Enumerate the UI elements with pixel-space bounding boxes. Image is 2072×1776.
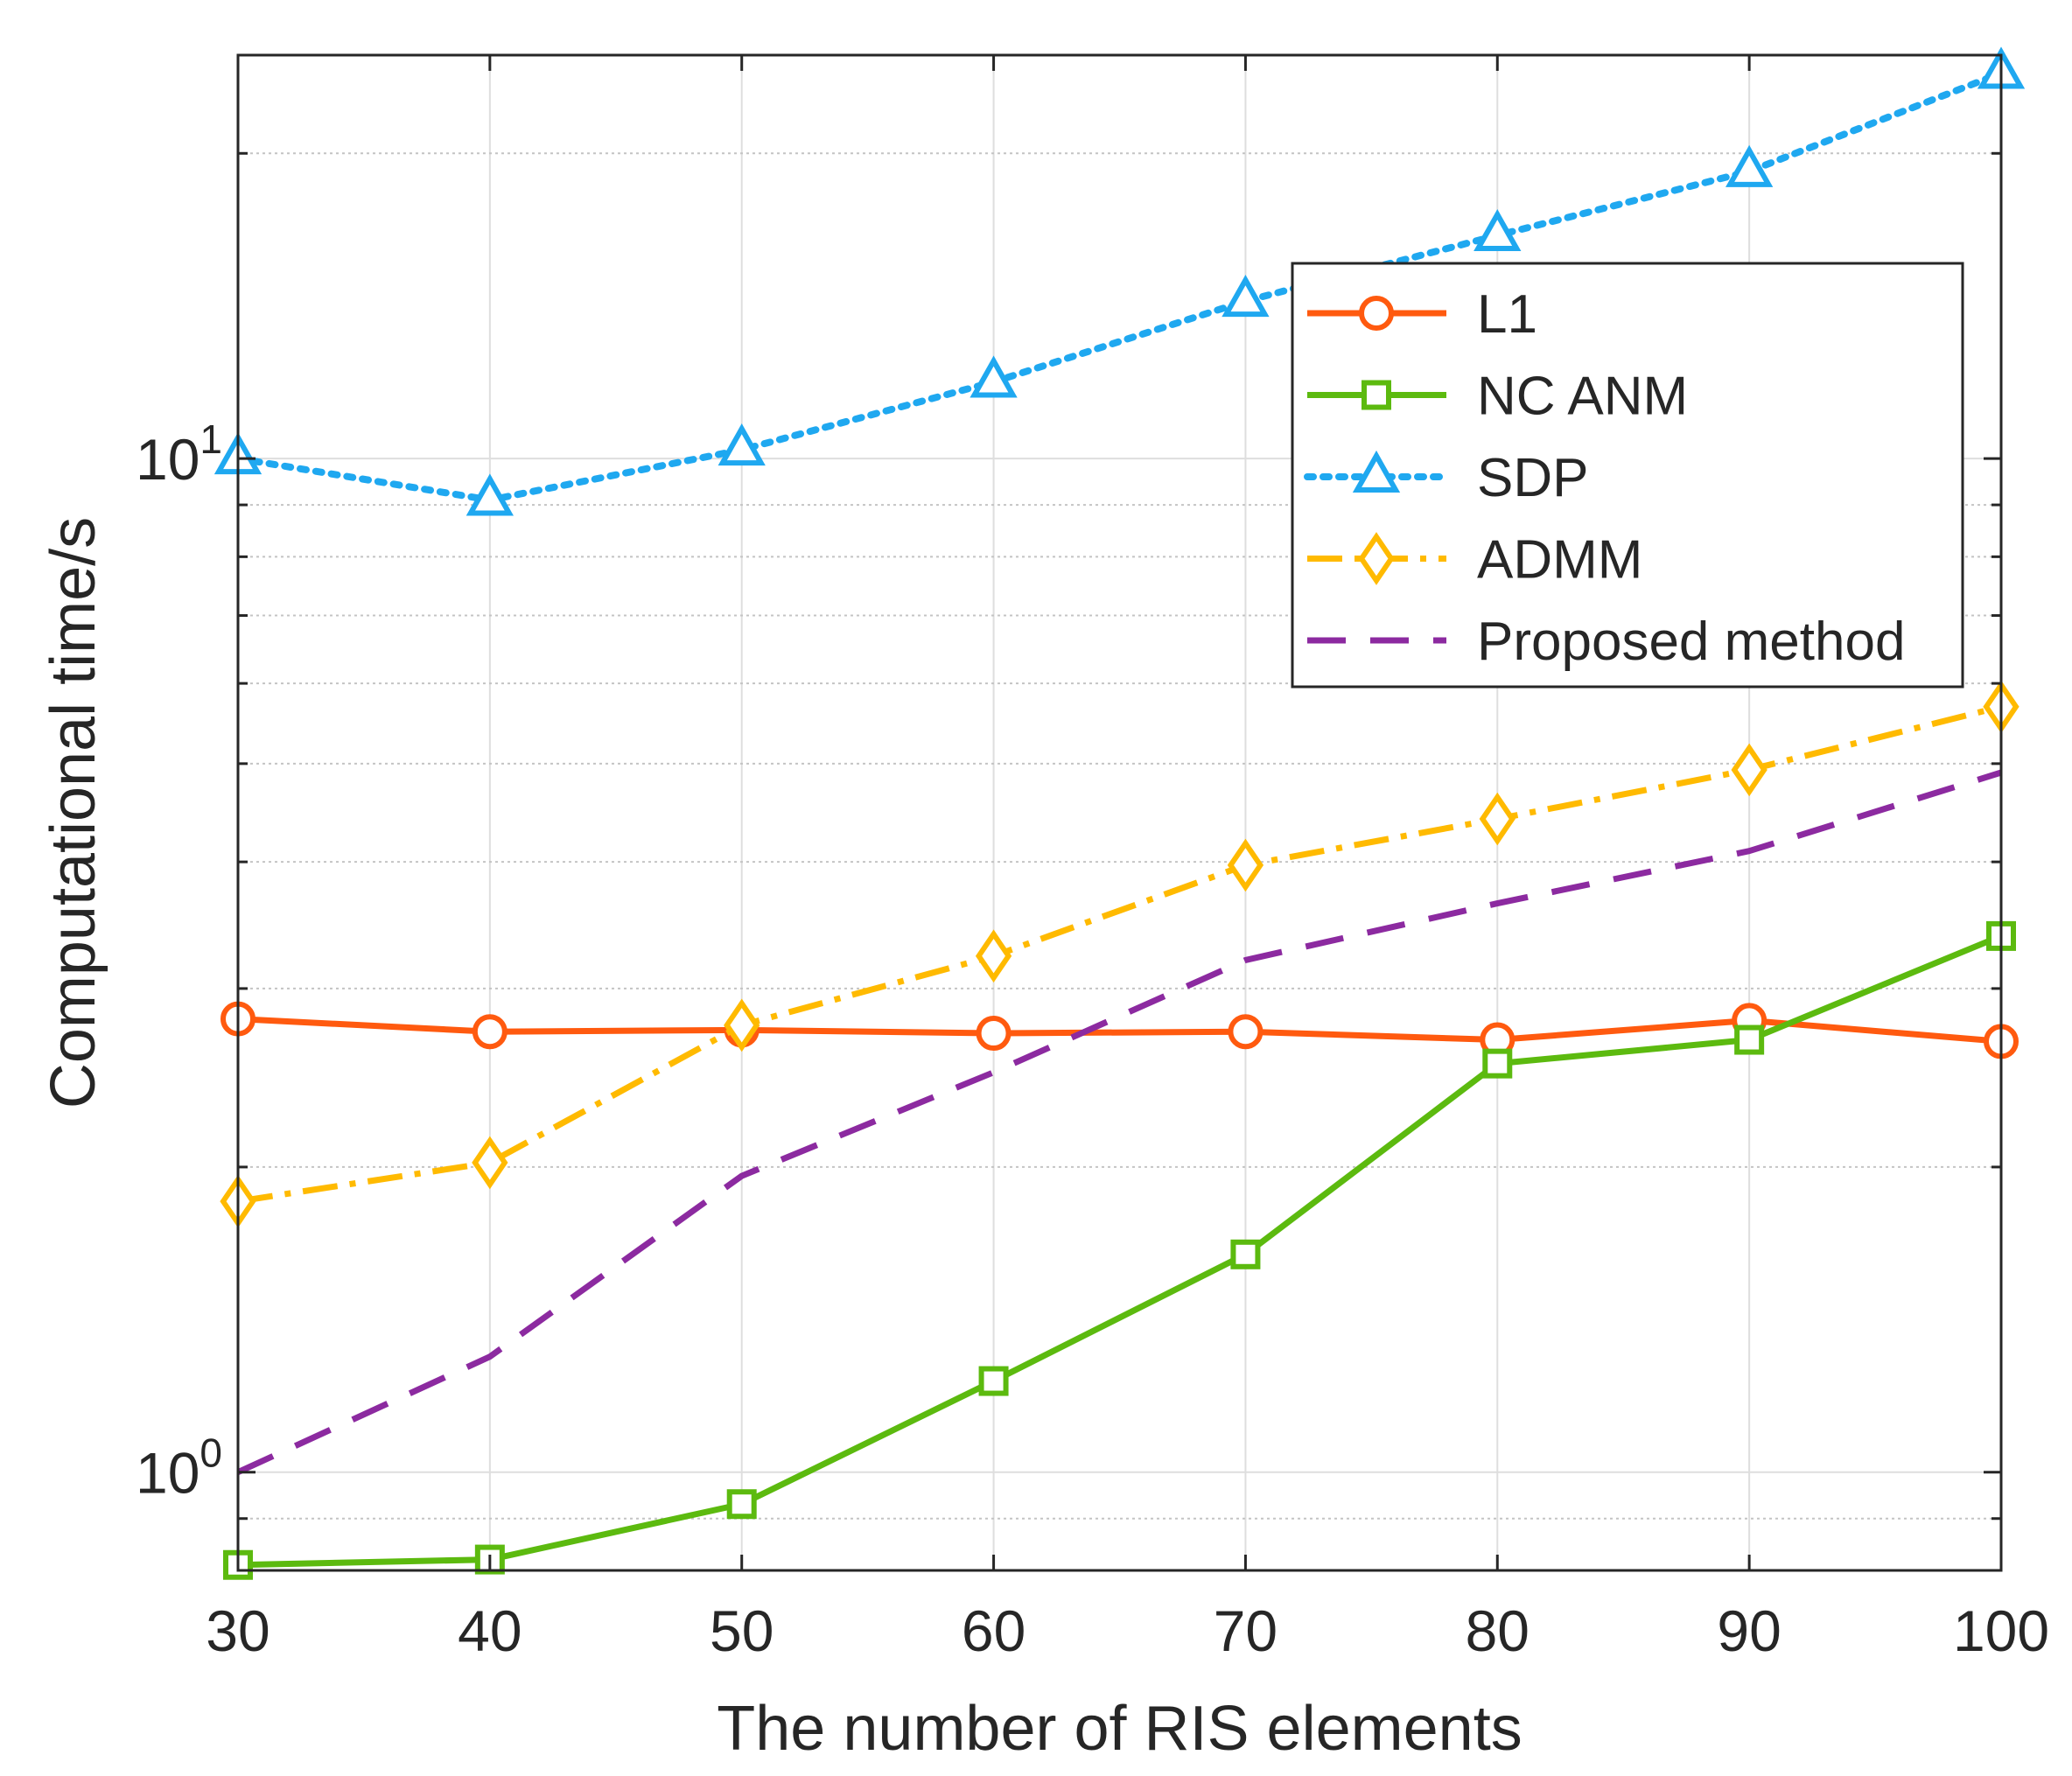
x-tick-label: 70 [1214,1598,1278,1663]
x-tick-label: 30 [206,1598,270,1663]
series-line [236,769,2003,1475]
data-point [1228,1014,1264,1050]
y-tick-label: 100 [136,1430,222,1506]
data-point [970,355,1018,398]
legend: L1 NC ANM SDP ADMM Proposed method [1291,262,1964,689]
legend-item: ADMM [1307,530,1642,591]
series-line [237,1016,2002,1045]
data-point [726,1489,757,1520]
x-tick-label: 90 [1717,1598,1781,1663]
data-point [1734,1024,1765,1055]
data-point [1227,838,1264,892]
data-point [1222,274,1270,318]
data-point [975,929,1012,983]
x-tick-label: 50 [710,1598,774,1663]
legend-marker [1352,450,1401,493]
data-point [1474,208,1522,252]
legend-label: Proposed method [1477,612,1905,672]
x-tick-label: 100 [1953,1598,2049,1663]
legend-label: L1 [1477,284,1537,345]
series-line [237,933,2003,1569]
series-admm [220,680,2020,1228]
legend-item: NC ANM [1307,367,1688,427]
plot-series [214,46,2026,1580]
plot-frame [236,53,2003,1572]
x-tick-label: 40 [458,1598,522,1663]
legend-item: Proposed method [1307,612,1905,672]
data-point [1479,792,1516,846]
legend-label: SDP [1477,448,1588,508]
data-point [466,473,514,516]
data-point [1482,1048,1513,1079]
series-line [237,703,2002,1205]
legend-label: ADMM [1477,530,1642,591]
data-point [1726,144,1774,187]
data-point [1230,1239,1261,1269]
y-tick-label: 101 [136,416,222,492]
y-axis-label: Computational time/s [38,517,108,1108]
data-point [1731,743,1768,797]
data-point [724,998,760,1052]
axis-ticks: 30 40 50 60 70 80 90 100 100 101 [136,55,2049,1663]
x-tick-label: 60 [962,1598,1026,1663]
data-point [718,423,766,466]
data-point [976,1016,1012,1052]
data-point [978,1366,1009,1396]
data-point [472,1014,508,1050]
x-axis-label: The number of RIS elements [717,1694,1522,1764]
series-proposed-method [236,769,2003,1475]
series-line [234,69,2005,504]
legend-item: SDP [1304,448,1588,508]
legend-marker [1359,296,1394,331]
legend-item: L1 [1307,284,1537,345]
x-tick-label: 80 [1466,1598,1530,1663]
data-point [472,1136,508,1190]
legend-marker [1362,380,1391,410]
legend-marker [1358,532,1395,585]
legend-label: NC ANM [1477,367,1688,427]
